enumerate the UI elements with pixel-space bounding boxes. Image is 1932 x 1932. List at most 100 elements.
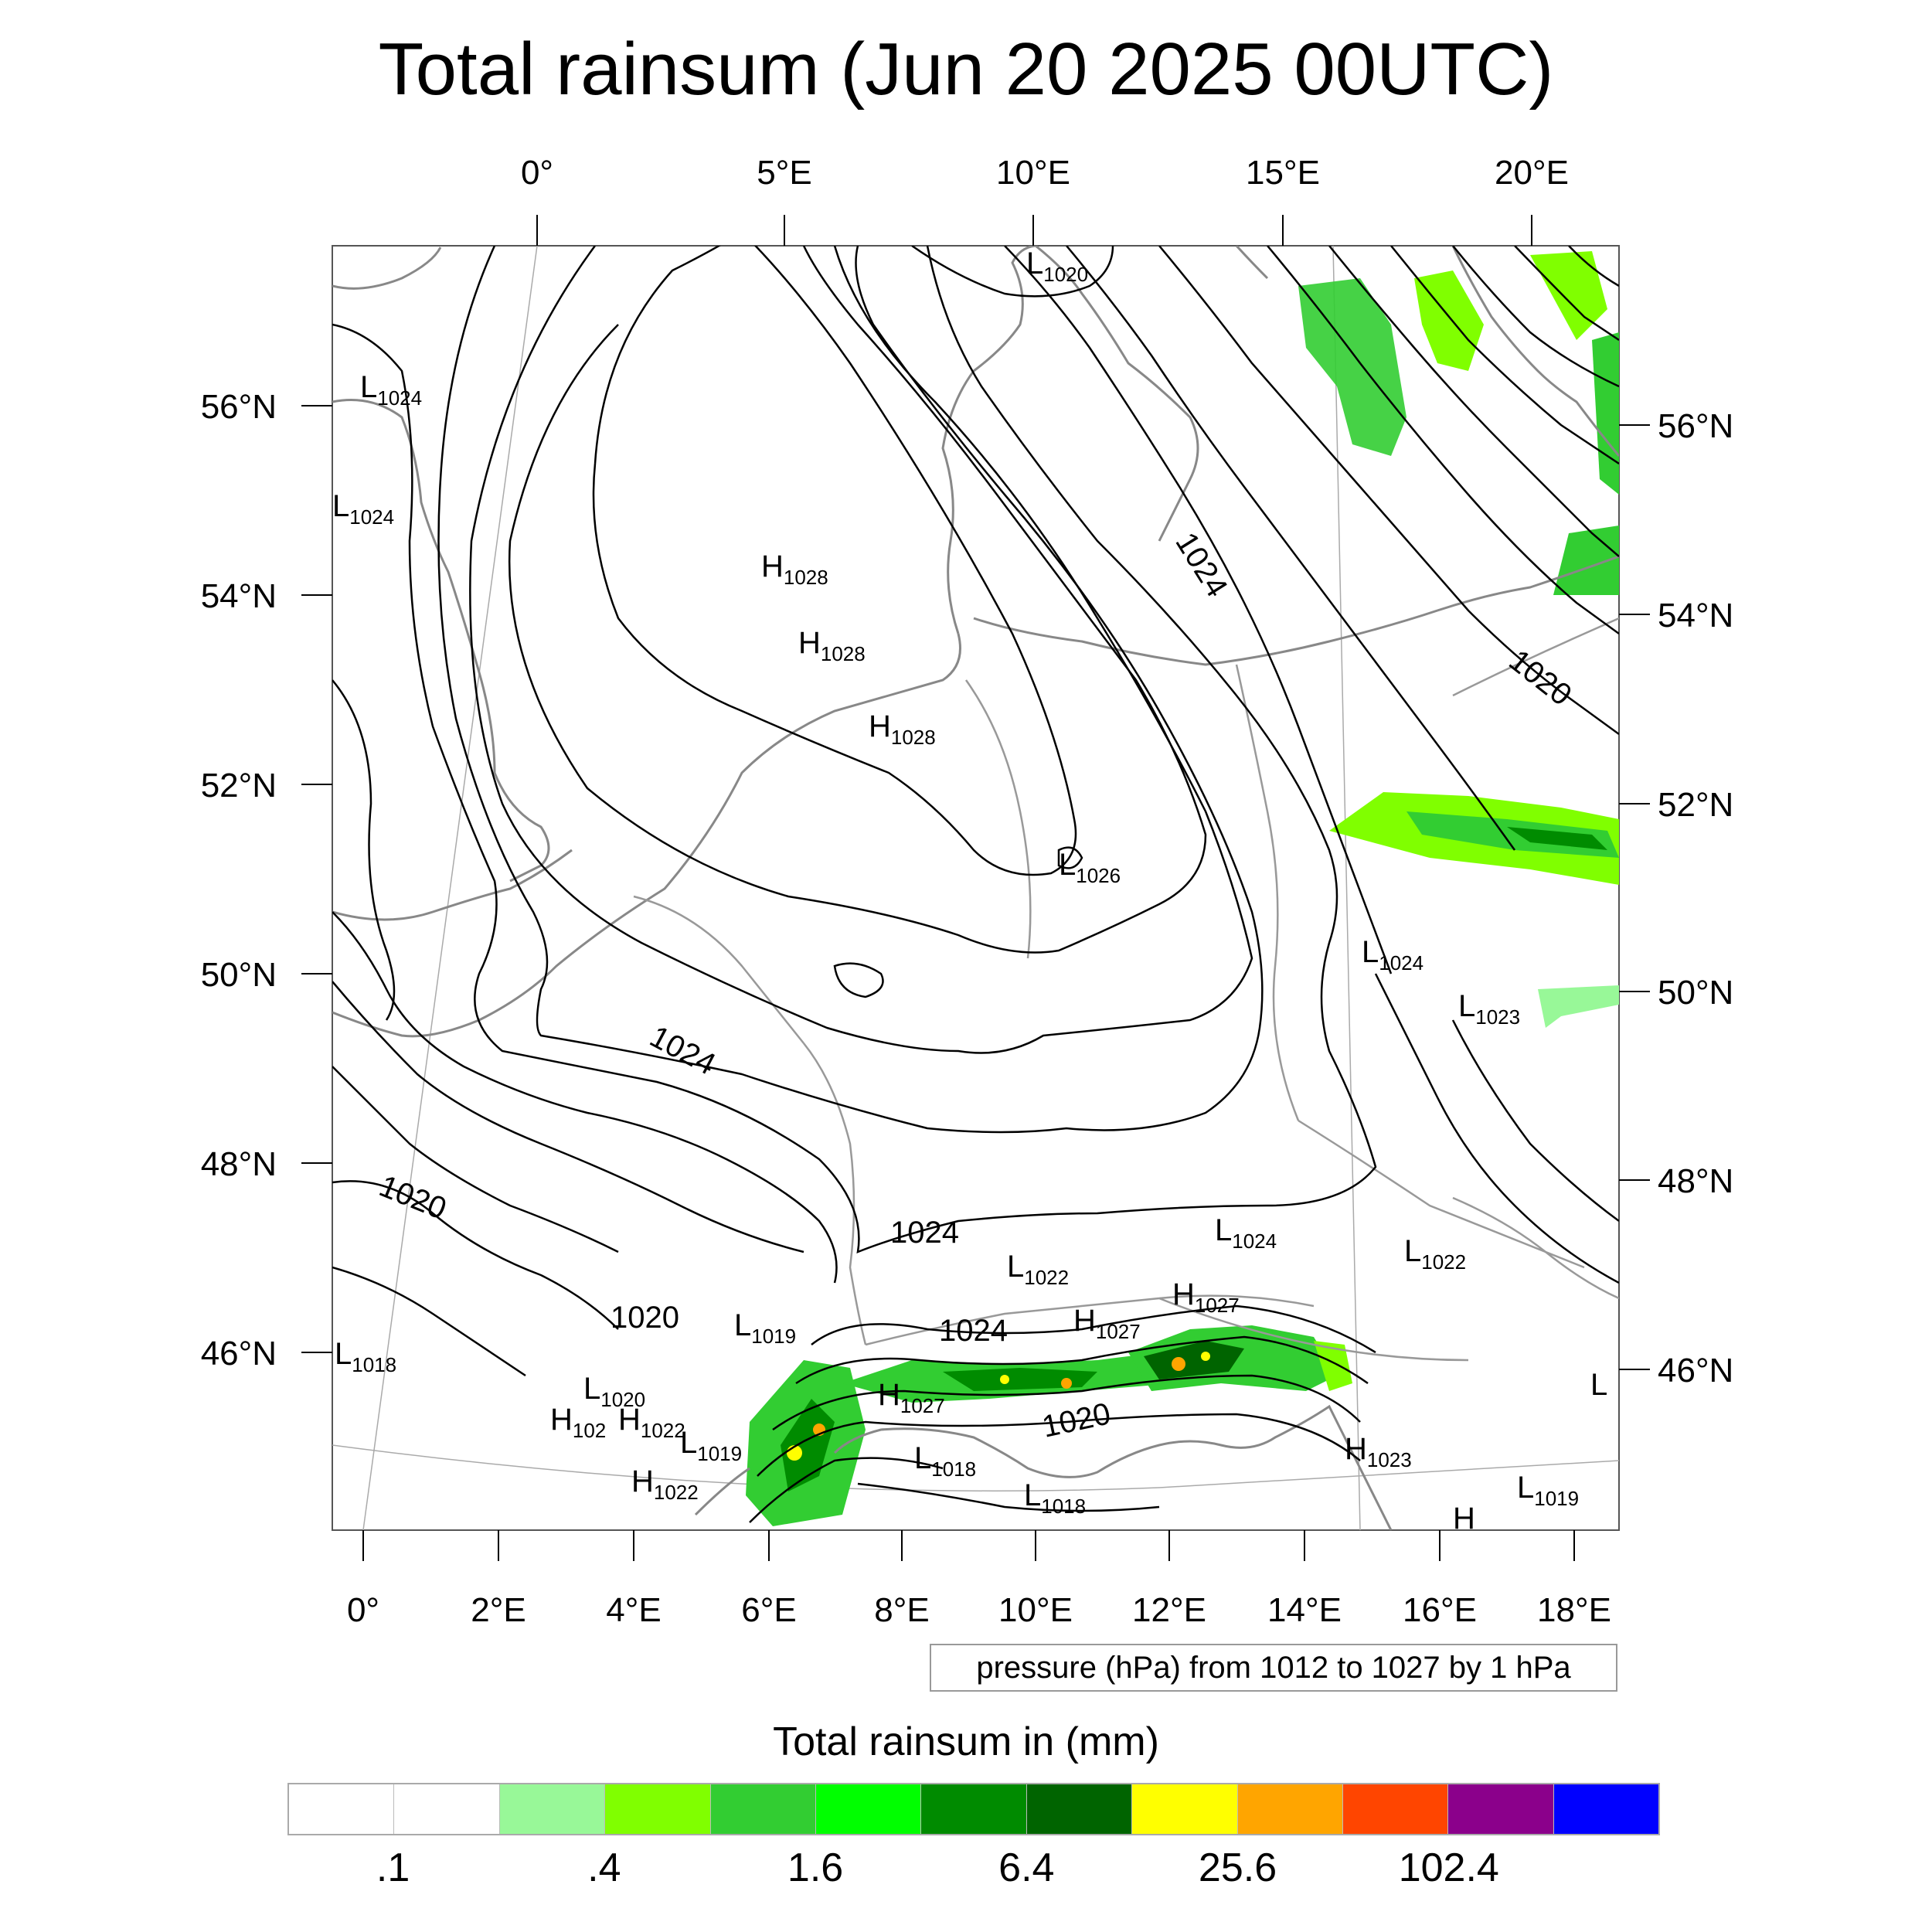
colorbar-cell (710, 1784, 816, 1834)
left-lat-label: 54°N (201, 577, 277, 615)
rain-area-baltic (1298, 278, 1406, 456)
colorbar-tick-label: 6.4 (998, 1845, 1055, 1890)
rain-peak-4 (1000, 1375, 1009, 1384)
rain-peak-3 (1061, 1378, 1072, 1389)
coastline-sweden-south (1035, 246, 1199, 542)
bottom-lon-label: 8°E (874, 1591, 929, 1629)
bottom-lon-label: 10°E (998, 1591, 1073, 1629)
pressure-center-label: L1022 (1007, 1250, 1069, 1289)
colorbar-cell (921, 1784, 1027, 1834)
contour-info-box: pressure (hPa) from 1012 to 1027 by 1 hP… (930, 1644, 1617, 1692)
colorbar-cell (1237, 1784, 1343, 1834)
pressure-center-label: H1028 (869, 709, 936, 749)
right-lat-label: 48°N (1658, 1162, 1733, 1200)
pressure-center-label: L1020 (583, 1372, 645, 1411)
colorbar (287, 1783, 1660, 1835)
left-lat-label: 46°N (201, 1335, 277, 1372)
colorbar-cell (815, 1784, 922, 1834)
rain-area-slovakia (1538, 985, 1619, 1028)
coastline-continent-north-sea (332, 633, 961, 1038)
rain-peak-5 (1172, 1357, 1185, 1371)
contour-label: 1024 (939, 1314, 1008, 1348)
coastline-italy-north (833, 1404, 1393, 1530)
pressure-center-label: L1024 (360, 370, 422, 410)
isobar-1020 (332, 1180, 619, 1330)
pressure-center-label: H1022 (631, 1464, 699, 1504)
pressure-center-label: L1024 (1362, 935, 1423, 975)
coastline-britain-south (332, 849, 573, 921)
left-lat-label: 56°N (201, 388, 277, 426)
coastline-scotland-north (332, 247, 442, 290)
colorbar-cell (1026, 1784, 1133, 1834)
isobar-1022-east (1004, 246, 1393, 975)
rain-area-poland-core (1406, 811, 1619, 858)
colorbar-cell (499, 1784, 606, 1834)
coastline-britain-east (332, 399, 550, 883)
isobar-1021 (332, 1066, 619, 1253)
colorbar-cell (289, 1784, 395, 1834)
isobar-1021-east (1066, 246, 1516, 851)
bottom-lon-label: 14°E (1267, 1591, 1342, 1629)
left-lat-label: 52°N (201, 767, 277, 804)
border-alps-north (865, 1294, 1315, 1346)
rain-peak-6 (1201, 1352, 1210, 1361)
pressure-center-label: L1022 (1404, 1234, 1466, 1274)
top-lon-label: 15°E (1246, 154, 1320, 192)
isobar-1027 (508, 246, 1207, 954)
pressure-center-label: L1020 (1026, 247, 1088, 286)
pressure-center-label: H1027 (878, 1378, 945, 1417)
isobar-1019-east (1267, 246, 1619, 635)
left-lat-label: 50°N (201, 956, 277, 994)
coastline-baltic-south (973, 555, 1619, 666)
right-axis-labels: 56°N 54°N 52°N 50°N 48°N 46°N (1658, 407, 1733, 1389)
colorbar-cell (394, 1784, 500, 1834)
border-france-belgium (633, 895, 804, 1044)
isobar-1028 (592, 246, 1077, 876)
border-germany-poland (1235, 664, 1300, 1121)
pressure-center-label: L1024 (1215, 1213, 1277, 1253)
isobar-closed-small (833, 962, 884, 998)
bottom-lon-label: 4°E (606, 1591, 661, 1629)
meridian-0 (362, 246, 538, 1530)
pressure-center-label: L1026 (1059, 848, 1121, 887)
coastline-latvia (1451, 246, 1619, 457)
top-lon-label: 5°E (757, 154, 811, 192)
isobar-alps-2 (795, 1335, 1369, 1385)
colorbar-tick-label: 1.6 (787, 1845, 844, 1890)
pressure-center-label: H1027 (1073, 1304, 1141, 1343)
pressure-center-label: H1023 (1345, 1432, 1412, 1471)
borders (633, 617, 1619, 1362)
contour-label: 1024 (890, 1216, 959, 1250)
right-lat-label: 50°N (1658, 974, 1733, 1012)
isobar-1021-southeast (1451, 1019, 1619, 1223)
pressure-center-label: H1022 (618, 1403, 685, 1442)
bottom-axis-labels: 0° 2°E 4°E 6°E 8°E 10°E 12°E 14°E 16°E 1… (347, 1591, 1611, 1629)
border-france-germany (803, 1043, 867, 1345)
isobar-1020-east (1158, 246, 1619, 736)
right-lat-label: 54°N (1658, 597, 1733, 634)
colorbar-tick-label: 102.4 (1398, 1845, 1499, 1890)
pressure-center-label: L1019 (1517, 1471, 1579, 1510)
pressure-center-label: L1024 (332, 489, 394, 529)
right-lat-label: 46°N (1658, 1352, 1733, 1389)
coastlines (332, 246, 1619, 1530)
top-axis-labels: 0° 5°E 10°E 15°E 20°E (521, 154, 1569, 192)
isobar-1015-east (1514, 246, 1619, 342)
colorbar-cell (1448, 1784, 1554, 1834)
tick-marks (301, 215, 1650, 1561)
pressure-center-label: H1028 (798, 626, 866, 665)
bottom-lon-label: 6°E (741, 1591, 796, 1629)
right-lat-label: 56°N (1658, 407, 1733, 445)
pressure-center-label: L1023 (1458, 989, 1520, 1029)
pressure-contours (332, 246, 1619, 1523)
isobar-alps-1 (811, 1304, 1376, 1354)
pressure-center-label: H1028 (761, 549, 828, 589)
isobar-1023 (332, 911, 838, 1284)
border-hungary (1452, 1196, 1619, 1300)
coastline-sweden-east (1235, 246, 1269, 280)
isobar-closed-low-1026 (1057, 846, 1083, 869)
pressure-center-label: L1018 (335, 1337, 396, 1376)
isobar-1023-west (332, 679, 396, 1021)
pressure-center-label: L1018 (914, 1441, 976, 1481)
